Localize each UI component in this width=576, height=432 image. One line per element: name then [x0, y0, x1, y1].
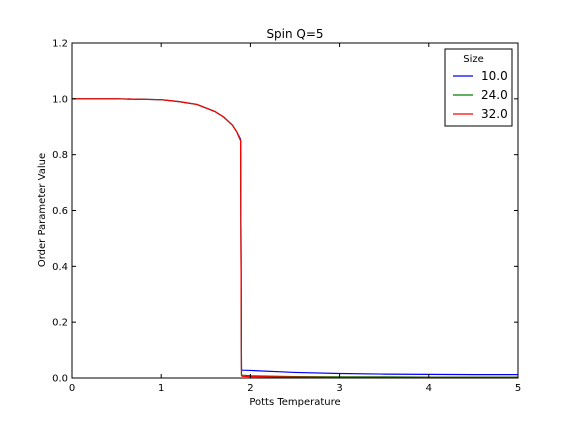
- x-tick-label: 3: [336, 383, 342, 394]
- chart-title: Spin Q=5: [266, 27, 323, 41]
- y-tick-label: 0.4: [52, 262, 68, 273]
- y-tick-label: 1.2: [52, 39, 68, 50]
- y-tick-label: 0.2: [52, 318, 68, 329]
- series-line-24-0: [72, 98, 518, 378]
- legend-label: 32.0: [481, 107, 508, 121]
- series-line-32-0: [72, 98, 518, 379]
- y-axis-label: Order Parameter Value: [37, 153, 48, 267]
- x-axis-label: Potts Temperature: [249, 397, 340, 408]
- legend-title: Size: [463, 54, 484, 65]
- legend: Size 10.0 24.0 32.0: [444, 48, 513, 127]
- legend-label: 24.0: [481, 88, 508, 102]
- x-tick-label: 2: [247, 383, 253, 394]
- series-line-10-0: [72, 98, 518, 376]
- y-tick-label: 0.8: [52, 150, 68, 161]
- x-tick-label: 4: [426, 383, 432, 394]
- legend-label: 10.0: [481, 69, 508, 83]
- plot-area: 0 1 2 3 4 5 0.0 0.2 0.4 0.6 0.8 1.0 1.2: [52, 39, 521, 395]
- x-tick-label: 5: [515, 383, 521, 394]
- x-tick-label: 0: [69, 383, 75, 394]
- y-tick-label: 0.0: [52, 374, 68, 385]
- y-tick-label: 0.6: [52, 206, 68, 217]
- legend-box: [444, 48, 513, 127]
- y-tick-label: 1.0: [52, 94, 68, 105]
- x-tick-label: 1: [158, 383, 164, 394]
